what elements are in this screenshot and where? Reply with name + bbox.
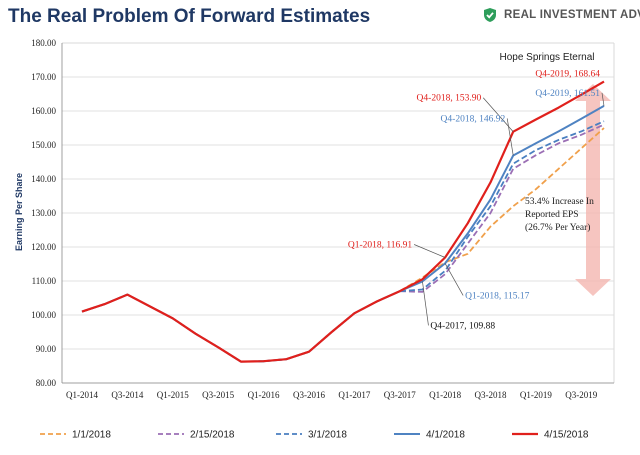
x-tick-label: Q1-2019 — [520, 390, 552, 400]
callout-line: Reported EPS — [525, 210, 579, 220]
chart-title: The Real Problem Of Forward Estimates — [8, 6, 371, 27]
annotation-leader — [601, 92, 605, 106]
chart-subtitle: Hope Springs Eternal — [499, 52, 594, 63]
y-tick-label: 90.00 — [36, 344, 57, 354]
series-line-5 — [81, 80, 605, 363]
legend-label: 3/1/2018 — [308, 430, 347, 441]
y-tick-label: 110.00 — [32, 276, 57, 286]
annotation-leaders — [413, 92, 605, 326]
annotation-leader — [413, 244, 446, 258]
brand-name: REAL INVESTMENT ADVICE — [504, 9, 640, 21]
y-tick-label: 80.00 — [36, 378, 57, 388]
x-tick-label: Q1-2017 — [338, 390, 370, 400]
shield-checkmark-icon — [484, 8, 496, 22]
data-labels: Q4-2019, 168.64 Q4-2019, 161.51 Q4-2018, 1… — [348, 70, 600, 332]
data-label: Q4-2018, 146.92 — [441, 114, 506, 124]
double-arrow-shape — [575, 84, 611, 296]
legend-label: 4/15/2018 — [544, 430, 589, 441]
x-tick-label: Q1-2015 — [157, 390, 189, 400]
legend-label: 4/1/2018 — [426, 430, 465, 441]
y-tick-label: 160.00 — [31, 106, 56, 116]
y-tick-label: 100.00 — [31, 310, 56, 320]
x-tick-label: Q3-2018 — [475, 390, 507, 400]
x-tick-label: Q1-2018 — [429, 390, 461, 400]
y-tick-label: 150.00 — [31, 140, 56, 150]
data-label: Q4-2019, 168.64 — [535, 70, 600, 80]
y-tick-label: 140.00 — [31, 174, 56, 184]
data-label: Q4-2017, 109.88 — [430, 321, 495, 331]
data-label: Q4-2019, 161.51 — [535, 89, 600, 99]
y-tick-label: 180.00 — [31, 38, 56, 48]
x-tick-label: Q3-2015 — [202, 390, 234, 400]
gridlines — [62, 42, 614, 384]
data-label: Q1-2018, 115.17 — [465, 291, 530, 301]
y-tick-label: 130.00 — [31, 208, 56, 218]
annotation-leader — [422, 281, 429, 326]
increase-callout: 53.4% Increase In Reported EPS (26.7% Per … — [525, 197, 594, 233]
y-axis: 80.00 90.00 100.00 110.00 120.00 130.00 140.00… — [31, 38, 63, 388]
series-line-2 — [81, 123, 605, 363]
x-tick-label: Q3-2016 — [293, 390, 325, 400]
series-line-1 — [81, 127, 605, 363]
brand-logo: REAL INVESTMENT ADVICE — [482, 7, 640, 23]
x-tick-label: Q3-2019 — [565, 390, 597, 400]
data-label: Q1-2018, 116.91 — [348, 241, 413, 251]
x-tick-label: Q1-2016 — [248, 390, 280, 400]
x-tick-label: Q3-2014 — [111, 390, 143, 400]
legend-label: 2/15/2018 — [190, 430, 235, 441]
series-lines — [81, 80, 605, 363]
data-label: Q4-2018, 153.90 — [417, 94, 482, 104]
x-axis: Q1-2014 Q3-2014 Q1-2015 Q3-2015 Q1-2016 Q3-20… — [62, 382, 614, 400]
x-tick-label: Q3-2017 — [384, 390, 416, 400]
callout-line: 53.4% Increase In — [525, 197, 594, 207]
y-tick-label: 120.00 — [31, 242, 56, 252]
y-tick-label: 170.00 — [31, 72, 56, 82]
legend: 1/1/2018 2/15/2018 3/1/2018 4/1/2018 4/15/20… — [40, 430, 589, 441]
x-tick-label: Q1-2014 — [66, 390, 98, 400]
legend-label: 1/1/2018 — [72, 430, 111, 441]
series-line-3 — [81, 120, 605, 363]
annotation-leader — [506, 118, 514, 156]
y-axis-label: Earning Per Share — [14, 173, 24, 251]
callout-line: (26.7% Per Year) — [525, 222, 590, 233]
annotation-leader — [444, 263, 464, 296]
increase-arrow — [575, 84, 611, 296]
